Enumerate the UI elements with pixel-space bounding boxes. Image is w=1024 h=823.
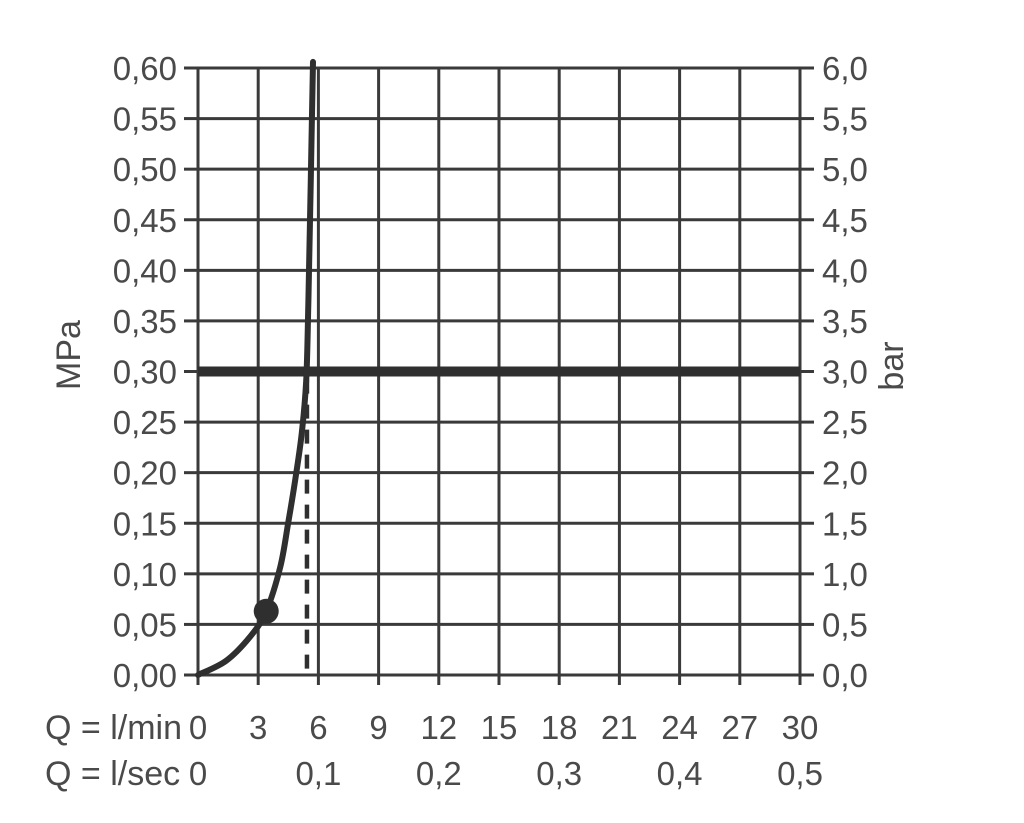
axis-tick-labels: 0,600,550,500,450,400,350,300,250,200,15…: [113, 50, 868, 792]
left-axis-tick-label: 0,40: [113, 252, 177, 289]
left-axis-unit-label: MPa: [50, 320, 88, 390]
left-axis-tick-label: 0,25: [113, 404, 177, 441]
left-axis-tick-label: 0,15: [113, 505, 177, 542]
curve-marker-dot: [253, 598, 279, 624]
left-axis-tick-label: 0,50: [113, 151, 177, 188]
right-axis-unit-label: bar: [873, 341, 911, 390]
right-axis-tick-label: 1,0: [822, 556, 868, 593]
left-axis-tick-label: 0,35: [113, 303, 177, 340]
x-axis-lmin-tick-label: 18: [541, 709, 578, 746]
left-axis-tick-label: 0,20: [113, 455, 177, 492]
x-axis-lmin-tick-label: 9: [369, 709, 387, 746]
x-axis-lmin-tick-label: 27: [721, 709, 758, 746]
right-axis-tick-label: 3,5: [822, 303, 868, 340]
x-axis-lmin-tick-label: 12: [420, 709, 457, 746]
right-axis-tick-label: 4,0: [822, 252, 868, 289]
left-axis-tick-label: 0,30: [113, 354, 177, 391]
x-axis-lsec-unit-label: Q = l/sec: [45, 755, 180, 793]
right-axis-tick-label: 2,5: [822, 404, 868, 441]
x-axis-lmin-tick-label: 15: [481, 709, 518, 746]
x-axis-lsec-tick-label: 0: [189, 755, 207, 792]
series-layer: [195, 58, 800, 678]
right-axis-tick-label: 5,5: [822, 101, 868, 138]
axis-ticks: [184, 66, 814, 685]
x-axis-lmin-tick-label: 3: [249, 709, 267, 746]
right-axis-tick-label: 4,5: [822, 202, 868, 239]
left-axis-tick-label: 0,00: [113, 657, 177, 694]
x-axis-lsec-tick-label: 0,2: [416, 755, 462, 792]
left-axis-tick-label: 0,45: [113, 202, 177, 239]
right-axis-tick-label: 1,5: [822, 505, 868, 542]
x-axis-lmin-tick-label: 24: [661, 709, 698, 746]
right-axis-tick-label: 3,0: [822, 354, 868, 391]
flow-pressure-curve: [195, 58, 316, 678]
x-axis-lsec-tick-label: 0,4: [657, 755, 703, 792]
right-axis-tick-label: 0,0: [822, 657, 868, 694]
x-axis-lmin-tick-label: 0: [189, 709, 207, 746]
x-axis-lsec-tick-label: 0,5: [777, 755, 823, 792]
right-axis-tick-label: 6,0: [822, 50, 868, 87]
left-axis-tick-label: 0,05: [113, 606, 177, 643]
x-axis-lsec-tick-label: 0,1: [295, 755, 341, 792]
right-axis-tick-label: 0,5: [822, 606, 868, 643]
x-axis-lsec-tick-label: 0,3: [536, 755, 582, 792]
left-axis-tick-label: 0,55: [113, 101, 177, 138]
x-axis-lmin-tick-label: 6: [309, 709, 327, 746]
right-axis-tick-label: 2,0: [822, 455, 868, 492]
x-axis-lmin-tick-label: 21: [601, 709, 638, 746]
left-axis-tick-label: 0,10: [113, 556, 177, 593]
x-axis-lmin-unit-label: Q = l/min: [45, 709, 182, 747]
left-axis-tick-label: 0,60: [113, 50, 177, 87]
x-axis-lmin-tick-label: 30: [782, 709, 819, 746]
right-axis-tick-label: 5,0: [822, 151, 868, 188]
